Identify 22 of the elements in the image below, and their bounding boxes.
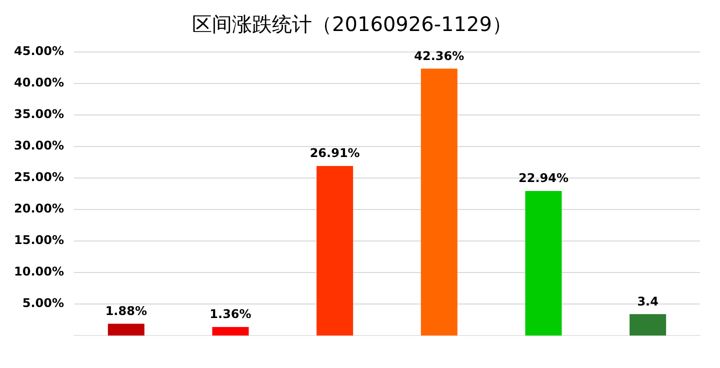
bar (420, 68, 458, 336)
data-label: 22.94% (518, 171, 568, 186)
data-label: 1.36% (210, 307, 252, 322)
y-tick-label: 20.00% (14, 202, 64, 216)
data-label: 3.4 (637, 294, 658, 308)
data-label: 1.88% (105, 304, 147, 318)
y-tick-label: 40.00% (14, 76, 64, 90)
bar (212, 327, 249, 336)
bar (525, 191, 562, 336)
bar (630, 314, 666, 336)
y-tick-label: 35.00% (14, 107, 64, 122)
y-tick-label: 45.00% (14, 44, 64, 58)
y-tick-label: 25.00% (14, 170, 64, 184)
data-label: 26.91% (310, 146, 360, 160)
data-label: 42.36% (414, 48, 464, 63)
bar (316, 166, 354, 336)
chart-title: 区间涨跌统计（20160926-1129） (192, 12, 512, 36)
y-tick-label: 5.00% (22, 296, 64, 310)
bar (108, 324, 144, 336)
y-tick-label: 30.00% (14, 138, 64, 153)
y-tick-label: 10.00% (14, 264, 64, 279)
y-tick-label: 15.00% (14, 233, 64, 248)
